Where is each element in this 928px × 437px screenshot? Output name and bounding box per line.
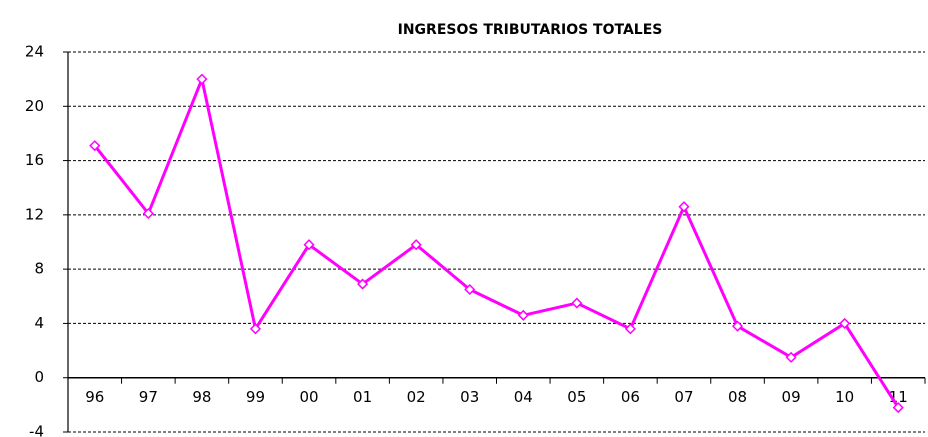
x-tick-label: 97 [139, 388, 158, 406]
point-marker [357, 278, 369, 290]
point-marker [731, 320, 744, 332]
point-marker [839, 317, 851, 329]
x-tick-label: 08 [728, 388, 747, 406]
point-marker [142, 207, 154, 220]
point-marker [624, 323, 636, 335]
x-tick-label: 06 [621, 388, 640, 406]
point-marker [571, 297, 583, 309]
x-tick-label: 03 [460, 388, 479, 406]
y-tick-label: 4 [34, 314, 44, 332]
point-marker [678, 201, 690, 213]
point-marker [196, 73, 208, 85]
series-line [93, 77, 900, 409]
x-tick-label: 04 [514, 388, 533, 406]
x-tick-label: 98 [192, 388, 211, 406]
y-tick-label: 16 [25, 151, 44, 169]
point-marker [892, 402, 904, 414]
x-tick-label: 02 [407, 388, 426, 406]
x-tick-label: 01 [353, 388, 372, 406]
x-tick-label: 07 [674, 388, 693, 406]
chart-title: INGRESOS TRIBUTARIOS TOTALES [398, 22, 663, 38]
y-tick-label: 12 [25, 205, 44, 223]
point-marker [89, 140, 101, 152]
y-tick-label: 24 [25, 43, 44, 61]
y-tick-label: 0 [34, 368, 44, 386]
y-tick-label: 20 [25, 97, 44, 115]
point-marker [410, 239, 422, 251]
y-tick-label: -4 [29, 423, 44, 437]
point-marker [303, 239, 315, 251]
x-tick-label: 96 [85, 388, 104, 406]
x-tick-label: 09 [782, 388, 801, 406]
y-tick-label: 8 [34, 260, 44, 278]
x-tick-label: 99 [246, 388, 265, 406]
x-tick-label: 00 [299, 388, 318, 406]
point-marker [249, 323, 262, 335]
x-tick-label: 10 [835, 388, 854, 406]
point-marker [464, 283, 476, 296]
point-marker [517, 309, 529, 321]
point-marker [785, 351, 797, 363]
x-tick-label: 05 [567, 388, 586, 406]
